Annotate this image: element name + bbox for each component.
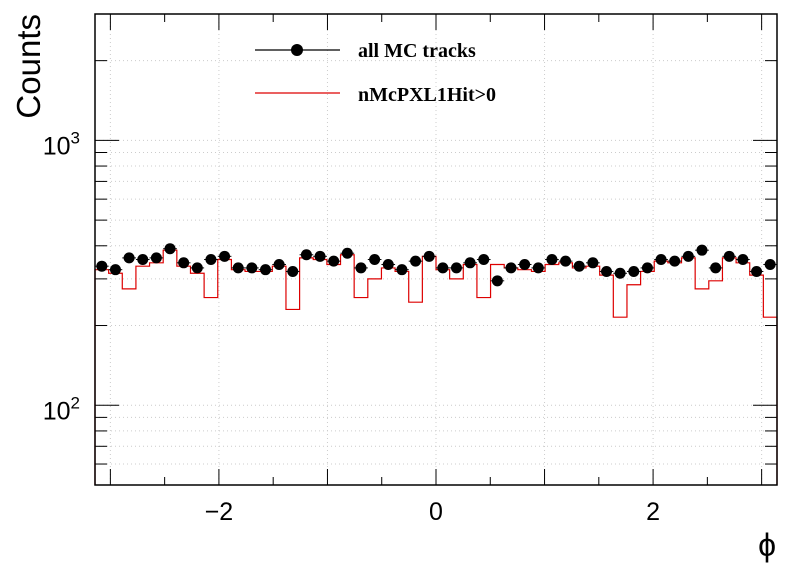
data-point bbox=[369, 254, 381, 266]
data-point bbox=[764, 258, 776, 270]
legend-label-all-mc: all MC tracks bbox=[358, 40, 476, 62]
data-point bbox=[655, 254, 667, 266]
data-point bbox=[137, 254, 149, 266]
data-point bbox=[641, 262, 653, 274]
series-step-layer bbox=[94, 249, 778, 485]
data-point bbox=[614, 267, 626, 279]
data-point bbox=[328, 255, 340, 267]
data-point bbox=[287, 265, 299, 277]
x-axis-title: ϕ bbox=[758, 527, 776, 563]
data-point bbox=[723, 250, 735, 262]
data-point bbox=[178, 257, 190, 269]
data-point bbox=[423, 250, 435, 262]
data-point bbox=[573, 260, 585, 272]
data-point bbox=[628, 265, 640, 277]
data-point bbox=[587, 257, 599, 269]
data-point bbox=[410, 255, 422, 267]
data-point bbox=[396, 264, 408, 276]
data-point bbox=[109, 264, 121, 276]
y-tick-label: 103 bbox=[43, 128, 80, 160]
x-tick-label: −2 bbox=[205, 498, 234, 526]
data-point bbox=[232, 262, 244, 274]
series-marker-layer bbox=[95, 243, 777, 287]
axis-ticks bbox=[95, 13, 777, 486]
data-point bbox=[560, 255, 572, 267]
data-point bbox=[710, 262, 722, 274]
data-point bbox=[491, 275, 503, 287]
legend-label-pxl1hit: nMcPXL1Hit>0 bbox=[358, 84, 496, 106]
data-point bbox=[601, 265, 612, 277]
y-tick-label: 102 bbox=[43, 393, 80, 425]
data-point bbox=[164, 243, 176, 255]
series-step-line bbox=[94, 249, 778, 485]
data-point bbox=[123, 252, 135, 264]
data-point bbox=[669, 255, 681, 267]
data-point bbox=[505, 262, 517, 274]
legend: all MC tracks nMcPXL1Hit>0 bbox=[255, 40, 496, 106]
data-point bbox=[696, 244, 708, 256]
data-point bbox=[96, 260, 108, 272]
data-point bbox=[464, 257, 476, 269]
data-point bbox=[273, 258, 285, 270]
data-point bbox=[382, 258, 394, 270]
data-point bbox=[205, 254, 217, 266]
data-point bbox=[682, 250, 694, 262]
data-point bbox=[219, 250, 231, 262]
data-point bbox=[751, 265, 763, 277]
legend-marker-all-mc bbox=[291, 44, 303, 56]
data-point bbox=[314, 250, 326, 262]
data-point bbox=[546, 254, 558, 266]
plot-frame bbox=[94, 13, 778, 486]
x-tick-label: 0 bbox=[429, 498, 443, 526]
x-tick-label: 2 bbox=[646, 498, 660, 526]
data-point bbox=[737, 254, 749, 266]
data-point bbox=[437, 262, 449, 274]
tick-labels: −2 0 2 102 103 bbox=[43, 128, 660, 526]
data-point bbox=[450, 262, 462, 274]
data-point bbox=[191, 262, 203, 274]
data-point bbox=[341, 247, 353, 259]
data-point bbox=[260, 264, 271, 276]
data-point bbox=[532, 262, 544, 274]
data-point bbox=[519, 258, 531, 270]
y-axis-title: Counts bbox=[10, 14, 47, 119]
data-point bbox=[478, 254, 490, 266]
data-point bbox=[150, 252, 162, 264]
data-point bbox=[355, 262, 367, 274]
data-point bbox=[300, 249, 312, 261]
data-point bbox=[246, 262, 258, 274]
